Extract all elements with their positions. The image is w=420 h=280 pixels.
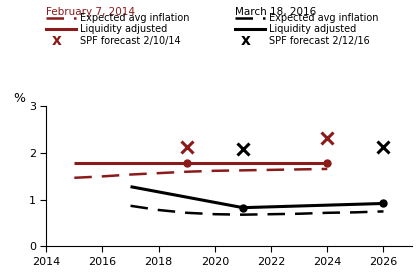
Text: SPF forecast 2/10/14: SPF forecast 2/10/14 — [80, 36, 181, 46]
Text: Liquidity adjusted: Liquidity adjusted — [80, 24, 167, 34]
Text: February 7, 2014: February 7, 2014 — [46, 7, 135, 17]
Text: x: x — [52, 33, 62, 48]
Text: March 18, 2016: March 18, 2016 — [235, 7, 316, 17]
Text: x: x — [241, 33, 251, 48]
Text: %: % — [13, 92, 25, 105]
Text: Expected avg inflation: Expected avg inflation — [80, 13, 189, 23]
Text: Liquidity adjusted: Liquidity adjusted — [269, 24, 356, 34]
Text: Expected avg inflation: Expected avg inflation — [269, 13, 378, 23]
Text: SPF forecast 2/12/16: SPF forecast 2/12/16 — [269, 36, 370, 46]
